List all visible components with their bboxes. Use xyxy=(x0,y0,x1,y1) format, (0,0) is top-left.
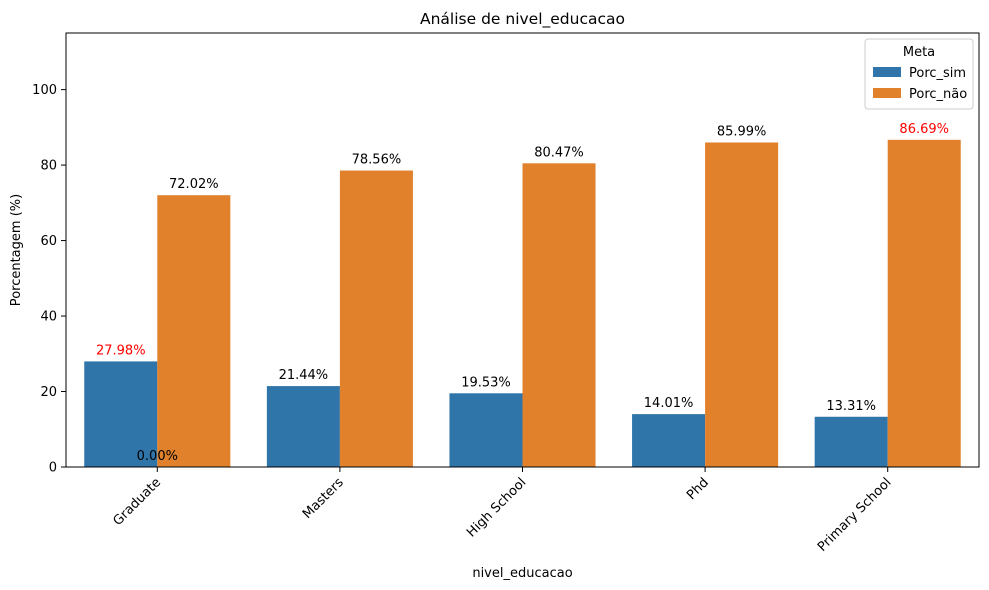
y-tick-label: 100 xyxy=(32,83,57,98)
x-tick-label: Masters xyxy=(300,475,347,522)
bar-value-label: 72.02% xyxy=(169,177,219,192)
bar-porc-sim-2 xyxy=(449,393,523,467)
bar-porc-nao-3 xyxy=(705,142,779,468)
bar-value-label: 78.56% xyxy=(352,153,402,168)
legend-swatch xyxy=(873,88,901,98)
y-tick-label: 20 xyxy=(40,385,57,400)
legend-title: Meta xyxy=(903,45,935,60)
bar-porc-nao-0 xyxy=(157,195,231,467)
chart-title: Análise de nivel_educacao xyxy=(420,10,625,29)
x-tick-label: Primary School xyxy=(815,475,895,555)
bar-value-label: 86.69% xyxy=(899,122,949,137)
legend-label: Porc_não xyxy=(909,87,967,102)
bar-value-label: 27.98% xyxy=(96,343,146,358)
bar-porc-sim-4 xyxy=(814,416,888,467)
bar-porc-nao-2 xyxy=(522,163,596,467)
bar-value-label: 21.44% xyxy=(279,368,329,383)
legend-label: Porc_sim xyxy=(909,66,966,81)
bar-porc-sim-1 xyxy=(266,386,340,467)
bar-porc-sim-0 xyxy=(84,361,158,467)
bar-value-label: 85.99% xyxy=(717,124,767,139)
y-tick-label: 80 xyxy=(40,159,57,174)
bar-labels-layer: 27.98% 21.44% 19.53% 14.01% 13.31% 72.02% 78.5… xyxy=(96,122,949,464)
x-axis-title: nivel_educacao xyxy=(472,566,572,581)
y-tick-label: 0 xyxy=(49,461,57,476)
bar-porc-sim-3 xyxy=(632,414,706,467)
bar-value-label: 14.01% xyxy=(644,396,694,411)
legend: Meta Porc_sim Porc_não xyxy=(864,38,974,110)
x-tick-label: Graduate xyxy=(110,475,164,529)
bars-layer xyxy=(84,139,961,468)
zero-annotation: 0.00% xyxy=(137,449,178,464)
legend-swatch xyxy=(873,67,901,77)
y-tick-label: 40 xyxy=(40,310,57,325)
x-tick-label: High School xyxy=(464,475,529,540)
bar-porc-nao-4 xyxy=(887,139,961,467)
bar-value-label: 19.53% xyxy=(461,375,511,390)
x-tick-label: Phd xyxy=(684,475,712,503)
bar-porc-nao-1 xyxy=(339,170,413,467)
bar-value-label: 80.47% xyxy=(534,145,584,160)
y-axis-title: Porcentagem (%) xyxy=(9,194,24,306)
y-tick-label: 60 xyxy=(40,234,57,249)
bar-value-label: 13.31% xyxy=(826,399,876,414)
